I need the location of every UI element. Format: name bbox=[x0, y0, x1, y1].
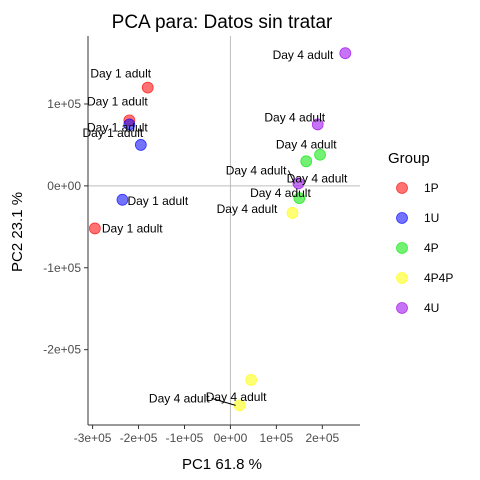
legend-key-1p bbox=[397, 183, 408, 194]
point-label: Day 4 adult bbox=[250, 186, 311, 200]
x-tick-label: -3e+05 bbox=[74, 431, 112, 445]
point-label: Day 1 adult bbox=[102, 221, 163, 235]
legend-label: 4P4P bbox=[424, 271, 453, 285]
data-point-4p4p bbox=[287, 207, 298, 218]
point-label: Day 4 adult bbox=[273, 48, 334, 62]
point-label: Day 4 adult bbox=[149, 391, 210, 405]
point-label: Day 1 adult bbox=[87, 94, 148, 108]
y-axis-title: PC2 23.1 % bbox=[9, 192, 26, 272]
data-point-4p bbox=[301, 156, 312, 167]
y-tick-label: -1e+05 bbox=[43, 261, 81, 275]
x-tick-label: -1e+05 bbox=[166, 431, 204, 445]
chart-title: PCA para: Datos sin tratar bbox=[112, 12, 333, 33]
point-label: Day 1 adult bbox=[127, 194, 188, 208]
data-labels: Day 1 adult Day 1 adult Day 1 adult Day 1 a… bbox=[82, 48, 348, 405]
legend-label: 4P bbox=[424, 241, 439, 255]
point-label: Day 4 adult bbox=[276, 137, 337, 151]
data-point-1p bbox=[89, 223, 100, 234]
x-tick-label: -2e+05 bbox=[120, 431, 158, 445]
legend-title: Group bbox=[388, 150, 430, 167]
data-point-1p bbox=[142, 82, 153, 93]
x-tick-label: 1e+05 bbox=[260, 431, 294, 445]
legend-key-4p bbox=[397, 243, 408, 254]
data-point-4u bbox=[340, 48, 351, 59]
legend-label: 4U bbox=[424, 301, 439, 315]
point-label: Day 4 adult bbox=[217, 202, 278, 216]
y-tick-label: -2e+05 bbox=[43, 343, 81, 357]
point-label: Day 1 adult bbox=[90, 67, 151, 81]
point-label: Day 4 adult bbox=[264, 110, 325, 124]
point-label: Day 1 adult bbox=[82, 126, 143, 140]
point-label: Day 4 adult bbox=[226, 163, 287, 177]
y-axis-ticks: 1e+05 0e+00 -1e+05 -2e+05 bbox=[43, 97, 88, 357]
plot-panel: Day 1 adult Day 1 adult Day 1 adult Day 1 a… bbox=[82, 36, 360, 425]
y-tick-label: 0e+00 bbox=[47, 179, 81, 193]
legend-label: 1U bbox=[424, 211, 439, 225]
data-point-1u bbox=[135, 139, 146, 150]
point-label: Day 4 adult bbox=[206, 390, 267, 404]
y-tick-label: 1e+05 bbox=[47, 97, 81, 111]
x-tick-label: 0e+00 bbox=[214, 431, 248, 445]
legend-label: 1P bbox=[424, 181, 439, 195]
point-label: Day 4 adult bbox=[287, 172, 348, 186]
x-axis-title: PC1 61.8 % bbox=[182, 456, 262, 473]
data-point-4p4p bbox=[246, 374, 257, 385]
legend-key-4u bbox=[397, 303, 408, 314]
data-point-1u bbox=[117, 194, 128, 205]
legend-key-4p4p bbox=[397, 273, 408, 284]
legend-key-1u bbox=[397, 213, 408, 224]
x-tick-label: 2e+05 bbox=[305, 431, 339, 445]
x-axis-ticks: -3e+05 -2e+05 -1e+05 0e+00 1e+05 2e+05 bbox=[74, 425, 340, 445]
